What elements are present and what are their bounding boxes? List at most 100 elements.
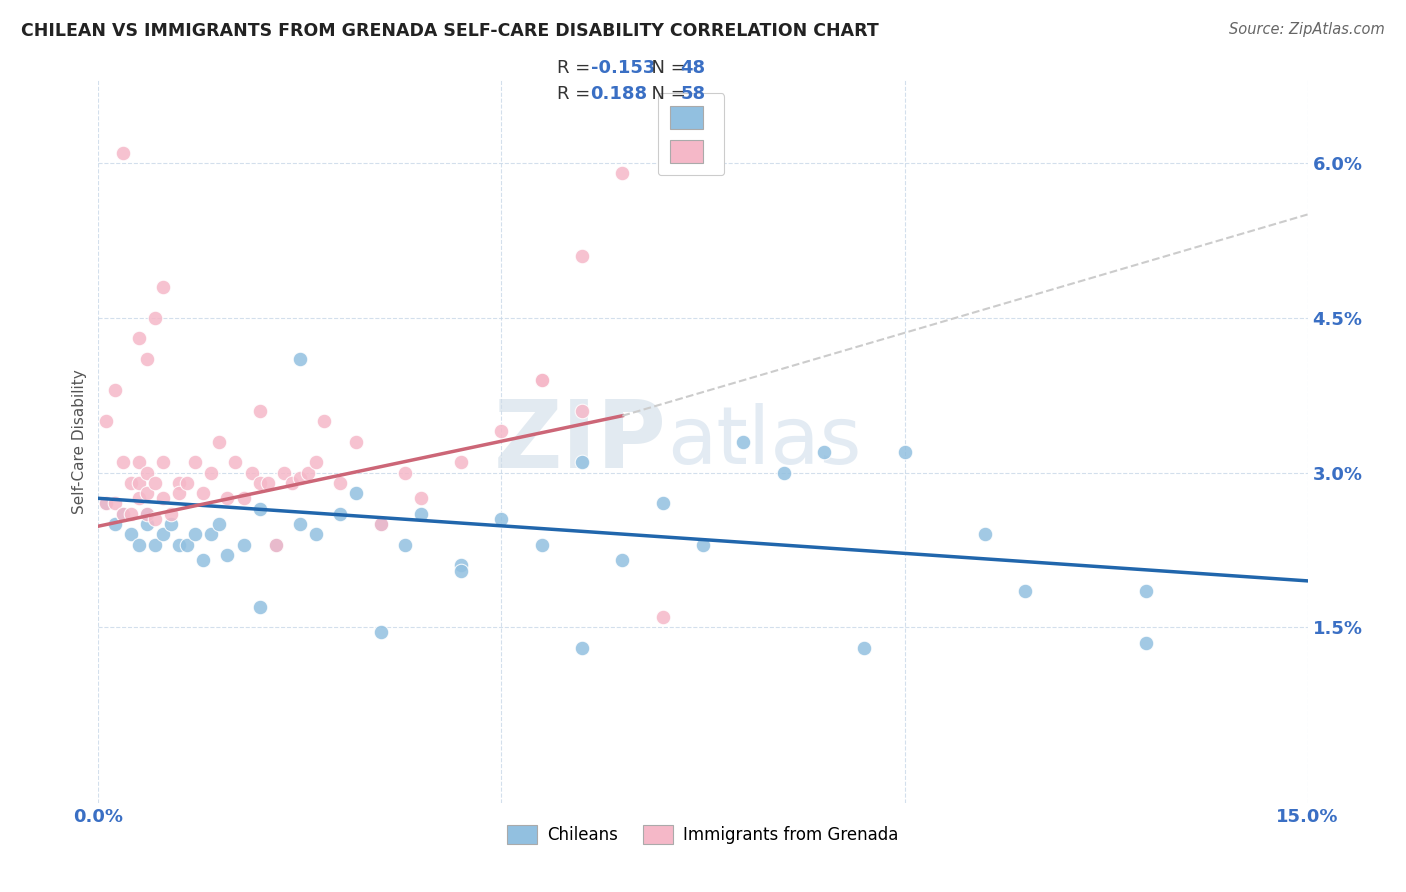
Point — [853, 640, 876, 655]
Point — [370, 625, 392, 640]
Y-axis label: Self-Care Disability: Self-Care Disability — [72, 369, 87, 514]
Point — [394, 538, 416, 552]
Point — [240, 466, 263, 480]
Point — [264, 538, 287, 552]
Point — [200, 527, 222, 541]
Point — [288, 471, 311, 485]
Point — [103, 496, 125, 510]
Point — [176, 538, 198, 552]
Point — [111, 507, 134, 521]
Point — [813, 445, 835, 459]
Point — [1014, 584, 1036, 599]
Point — [893, 445, 915, 459]
Point — [491, 512, 513, 526]
Point — [651, 610, 673, 624]
Point — [135, 351, 157, 366]
Point — [224, 455, 246, 469]
Text: CHILEAN VS IMMIGRANTS FROM GRENADA SELF-CARE DISABILITY CORRELATION CHART: CHILEAN VS IMMIGRANTS FROM GRENADA SELF-… — [21, 22, 879, 40]
Point — [176, 475, 198, 490]
Text: 58: 58 — [681, 85, 706, 103]
Point — [305, 455, 328, 469]
Text: R =: R = — [557, 59, 596, 77]
Point — [288, 351, 311, 366]
Point — [344, 434, 367, 449]
Point — [135, 486, 157, 500]
Point — [530, 373, 553, 387]
Text: N =: N = — [640, 85, 692, 103]
Point — [111, 455, 134, 469]
Point — [120, 527, 142, 541]
Point — [152, 279, 174, 293]
Text: R =: R = — [557, 85, 602, 103]
Point — [128, 491, 150, 506]
Point — [249, 501, 271, 516]
Point — [491, 424, 513, 438]
Text: N =: N = — [640, 59, 692, 77]
Point — [96, 496, 118, 510]
Point — [96, 414, 118, 428]
Text: ZIP: ZIP — [494, 395, 666, 488]
Point — [571, 455, 593, 469]
Point — [612, 166, 634, 180]
Point — [120, 475, 142, 490]
Point — [111, 507, 134, 521]
Point — [450, 455, 472, 469]
Point — [692, 538, 714, 552]
Point — [184, 455, 207, 469]
Point — [128, 455, 150, 469]
Point — [450, 564, 472, 578]
Point — [143, 512, 166, 526]
Point — [200, 466, 222, 480]
Point — [232, 491, 254, 506]
Point — [152, 527, 174, 541]
Point — [329, 507, 352, 521]
Point — [530, 538, 553, 552]
Point — [273, 466, 295, 480]
Point — [217, 491, 239, 506]
Point — [152, 455, 174, 469]
Point — [120, 507, 142, 521]
Point — [297, 466, 319, 480]
Point — [193, 553, 215, 567]
Text: Source: ZipAtlas.com: Source: ZipAtlas.com — [1229, 22, 1385, 37]
Point — [305, 527, 328, 541]
Point — [264, 538, 287, 552]
Point — [208, 434, 231, 449]
Point — [193, 486, 215, 500]
Point — [160, 507, 183, 521]
Point — [256, 475, 278, 490]
Point — [103, 383, 125, 397]
Point — [135, 507, 157, 521]
Point — [128, 331, 150, 345]
Point — [128, 475, 150, 490]
Point — [409, 507, 432, 521]
Point — [314, 414, 336, 428]
Point — [409, 491, 432, 506]
Point — [249, 403, 271, 417]
Point — [143, 310, 166, 325]
Point — [184, 527, 207, 541]
Point — [772, 466, 794, 480]
Point — [329, 475, 352, 490]
Point — [288, 517, 311, 532]
Point — [249, 599, 271, 614]
Point — [135, 517, 157, 532]
Point — [160, 517, 183, 532]
Point — [111, 145, 134, 160]
Point — [128, 538, 150, 552]
Point — [612, 553, 634, 567]
Point — [571, 249, 593, 263]
Point — [103, 517, 125, 532]
Point — [370, 517, 392, 532]
Point — [167, 475, 190, 490]
Point — [394, 466, 416, 480]
Point — [530, 373, 553, 387]
Point — [135, 466, 157, 480]
Point — [571, 403, 593, 417]
Point — [152, 491, 174, 506]
Legend: Chileans, Immigrants from Grenada: Chileans, Immigrants from Grenada — [499, 816, 907, 852]
Point — [370, 517, 392, 532]
Point — [167, 538, 190, 552]
Point — [281, 475, 304, 490]
Point — [96, 496, 118, 510]
